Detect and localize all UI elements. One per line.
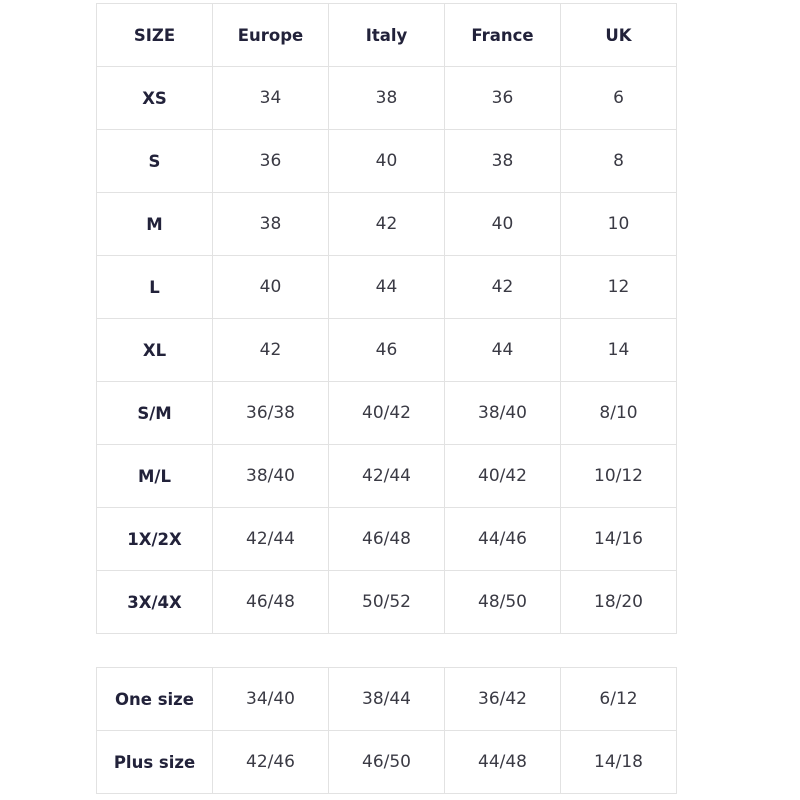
table-cell: 44	[444, 318, 561, 382]
table-cell: 6	[560, 66, 677, 130]
header-row: SIZE Europe Italy France UK	[96, 3, 677, 67]
table-row: One size 34/40 38/44 36/42 6/12	[96, 667, 677, 731]
table-cell: 42/46	[212, 730, 329, 794]
table-cell: 18/20	[560, 570, 677, 634]
table-row: M 38 42 40 10	[96, 192, 677, 256]
table-cell: 14/18	[560, 730, 677, 794]
row-label: 1X/2X	[96, 507, 213, 571]
column-header: France	[444, 3, 561, 67]
table-cell: 42	[444, 255, 561, 319]
table-cell: 8	[560, 129, 677, 193]
table-cell: 50/52	[328, 570, 445, 634]
table-row: Plus size 42/46 46/50 44/48 14/18	[96, 730, 677, 794]
column-header: Europe	[212, 3, 329, 67]
table-cell: 36/38	[212, 381, 329, 445]
table-row: M/L 38/40 42/44 40/42 10/12	[96, 444, 677, 508]
table-cell: 42/44	[328, 444, 445, 508]
table-cell: 38	[328, 66, 445, 130]
row-label: L	[96, 255, 213, 319]
table-cell: 8/10	[560, 381, 677, 445]
size-chart-table: SIZE Europe Italy France UK XS 34 38 36 6 S 36 40 38 8…	[96, 3, 677, 634]
table-cell: 38/40	[212, 444, 329, 508]
table-cell: 34/40	[212, 667, 329, 731]
table-cell: 12	[560, 255, 677, 319]
table-cell: 46/48	[212, 570, 329, 634]
table-cell: 36	[212, 129, 329, 193]
special-sizes-table: One size 34/40 38/44 36/42 6/12 Plus size 42/4…	[96, 667, 677, 794]
row-label: M	[96, 192, 213, 256]
table-cell: 48/50	[444, 570, 561, 634]
table-row: 3X/4X 46/48 50/52 48/50 18/20	[96, 570, 677, 634]
table-row: S/M 36/38 40/42 38/40 8/10	[96, 381, 677, 445]
table-cell: 40	[444, 192, 561, 256]
table-cell: 42/44	[212, 507, 329, 571]
table-cell: 42	[328, 192, 445, 256]
table-cell: 40	[328, 129, 445, 193]
table-cell: 44	[328, 255, 445, 319]
table-cell: 14	[560, 318, 677, 382]
table-row: S 36 40 38 8	[96, 129, 677, 193]
row-label: XL	[96, 318, 213, 382]
table-cell: 40/42	[328, 381, 445, 445]
table-row: XL 42 46 44 14	[96, 318, 677, 382]
table-cell: 44/48	[444, 730, 561, 794]
row-label: M/L	[96, 444, 213, 508]
table-cell: 38/40	[444, 381, 561, 445]
row-label: One size	[96, 667, 213, 731]
table-cell: 34	[212, 66, 329, 130]
table-cell: 38/44	[328, 667, 445, 731]
table-cell: 38	[212, 192, 329, 256]
column-header: UK	[560, 3, 677, 67]
table-cell: 36	[444, 66, 561, 130]
table-cell: 46	[328, 318, 445, 382]
table-cell: 46/50	[328, 730, 445, 794]
column-header: Italy	[328, 3, 445, 67]
row-label: S	[96, 129, 213, 193]
row-label: Plus size	[96, 730, 213, 794]
table-cell: 46/48	[328, 507, 445, 571]
table-cell: 6/12	[560, 667, 677, 731]
row-label: XS	[96, 66, 213, 130]
table-cell: 10	[560, 192, 677, 256]
row-label: S/M	[96, 381, 213, 445]
table-cell: 36/42	[444, 667, 561, 731]
table-row: 1X/2X 42/44 46/48 44/46 14/16	[96, 507, 677, 571]
table-cell: 42	[212, 318, 329, 382]
table-cell: 14/16	[560, 507, 677, 571]
column-header: SIZE	[96, 3, 213, 67]
table-row: XS 34 38 36 6	[96, 66, 677, 130]
table-cell: 38	[444, 129, 561, 193]
table-cell: 40/42	[444, 444, 561, 508]
table-cell: 44/46	[444, 507, 561, 571]
table-cell: 10/12	[560, 444, 677, 508]
row-label: 3X/4X	[96, 570, 213, 634]
table-row: L 40 44 42 12	[96, 255, 677, 319]
table-cell: 40	[212, 255, 329, 319]
